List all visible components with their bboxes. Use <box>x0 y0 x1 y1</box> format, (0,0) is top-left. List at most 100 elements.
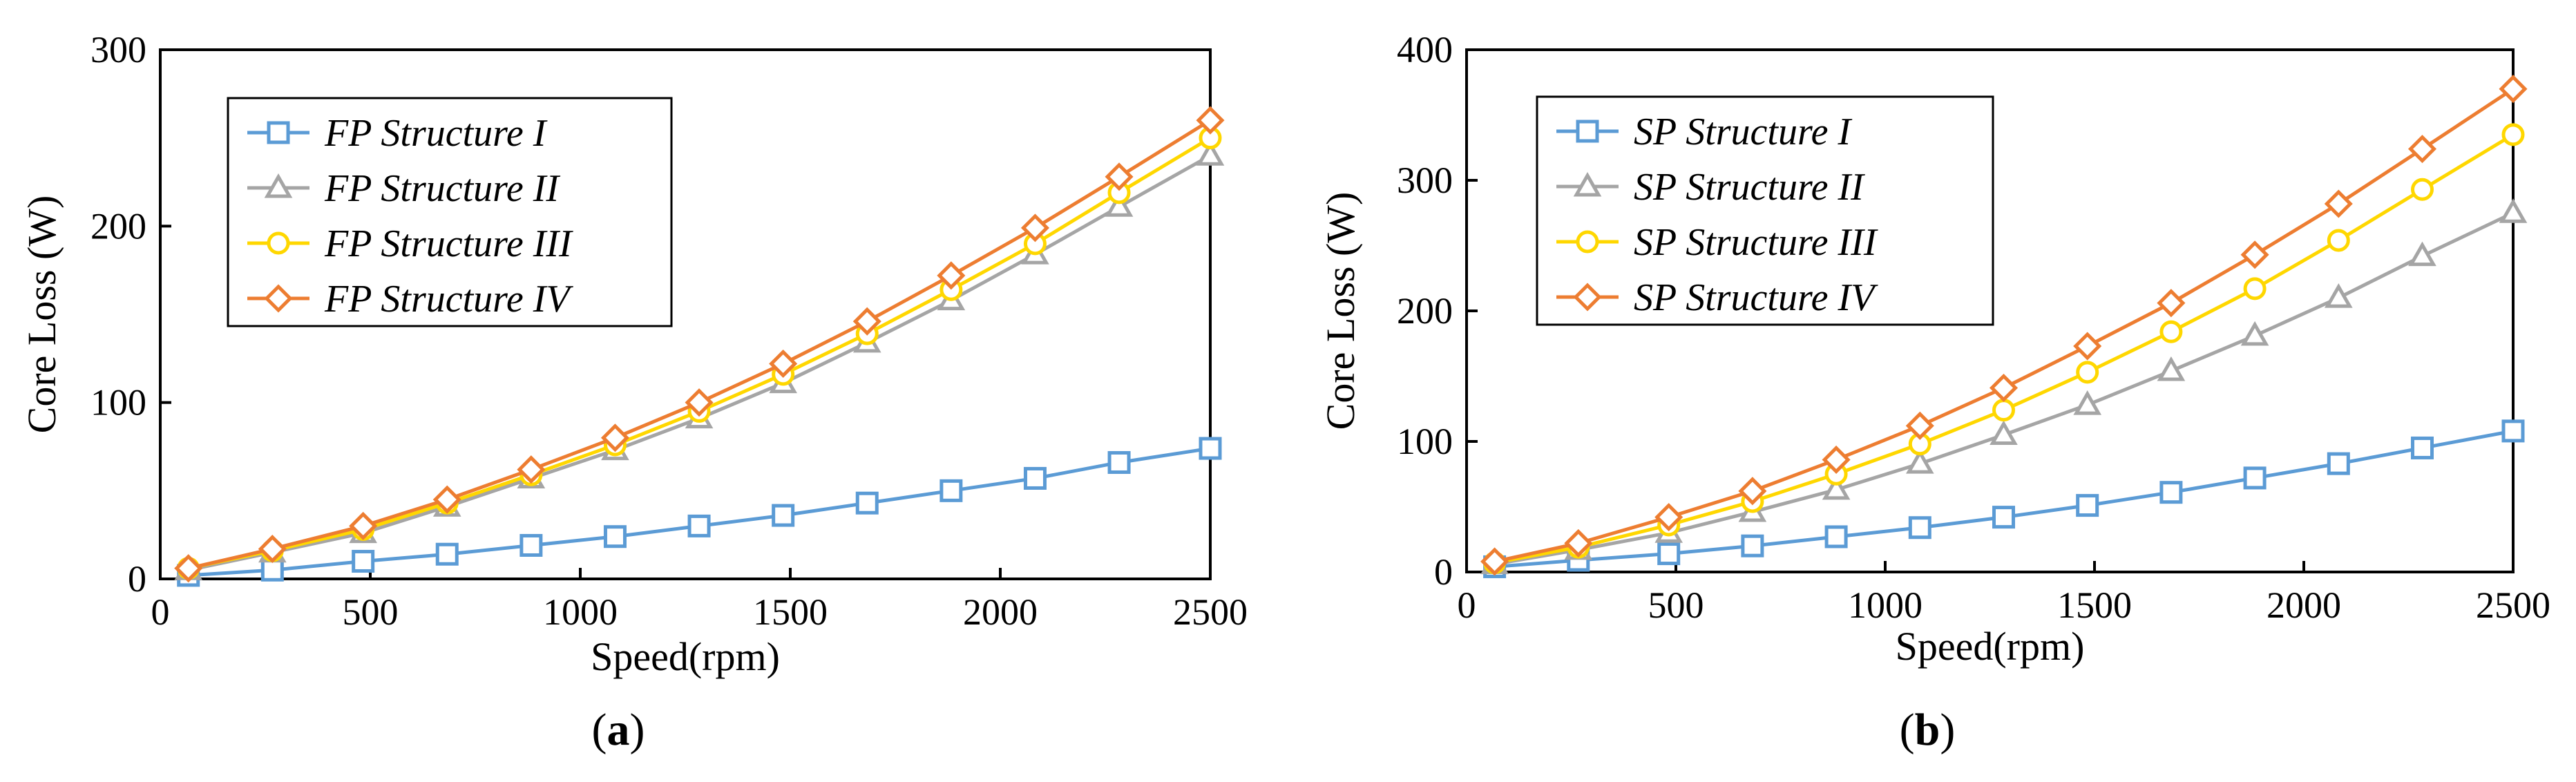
data-point <box>1105 192 1134 217</box>
data-point <box>2327 229 2350 252</box>
data-point <box>687 514 711 537</box>
data-point <box>1196 141 1225 166</box>
legend-swatch-marker <box>1576 120 1599 143</box>
data-point <box>349 511 378 540</box>
legend: FP Structure I FP Structure II FP Structur… <box>227 97 673 327</box>
data-point <box>2073 332 2102 361</box>
series-fp-structure-iv <box>174 106 1225 583</box>
x-tick-label: 500 <box>1648 584 1704 626</box>
legend-box <box>227 97 673 327</box>
data-point <box>772 504 795 527</box>
data-point <box>685 388 714 417</box>
y-tick-label: 300 <box>1397 160 1453 201</box>
panel-label: (b) <box>1900 705 1956 755</box>
data-point <box>769 349 798 379</box>
data-point <box>2324 189 2353 218</box>
chart-panel-b: 0 500 1000 1500 2000 2500 0 100 200 300 400 Speed(r… <box>1318 29 2550 755</box>
legend-entry: SP Structure IV <box>1634 276 1878 319</box>
x-tick-label: 1500 <box>2057 584 2132 626</box>
x-tick-label: 1000 <box>543 591 618 633</box>
data-point <box>2501 123 2525 146</box>
data-point <box>1822 445 1851 474</box>
data-point <box>1905 449 1934 474</box>
data-point <box>1480 547 1509 576</box>
legend-entry: SP Structure II <box>1634 166 1865 209</box>
x-tick-label: 2000 <box>2267 584 2341 626</box>
data-point <box>2327 452 2350 475</box>
legend-swatch-marker <box>267 231 290 255</box>
data-point <box>1020 213 1049 242</box>
data-point <box>1023 466 1047 490</box>
legend-swatch-marker <box>1576 230 1599 254</box>
data-point <box>1564 528 1593 557</box>
data-point <box>258 535 287 564</box>
data-point <box>600 423 629 452</box>
data-point <box>939 479 963 502</box>
panel-label: (a) <box>592 705 645 755</box>
data-point <box>603 525 627 549</box>
data-point <box>2407 135 2437 164</box>
y-tick-label: 0 <box>128 558 146 600</box>
data-point <box>2499 75 2528 104</box>
data-point <box>2240 321 2269 346</box>
legend-entry: FP Structure III <box>324 222 573 265</box>
data-point <box>1905 411 1934 440</box>
data-point <box>2243 277 2267 301</box>
data-point <box>1992 399 2015 422</box>
legend-entry: FP Structure II <box>324 167 560 210</box>
series-line <box>1494 429 2514 569</box>
data-point <box>260 558 284 582</box>
data-point <box>519 533 543 557</box>
data-point <box>2410 178 2434 201</box>
x-tick-label: 2000 <box>963 591 1038 633</box>
data-point <box>2501 419 2525 443</box>
data-point <box>1741 534 1764 557</box>
data-point <box>2499 198 2528 223</box>
legend: SP Structure I SP Structure II SP Structur… <box>1536 95 1994 326</box>
data-point <box>2408 241 2436 267</box>
legend-entry: FP Structure I <box>324 112 548 155</box>
y-tick-label: 200 <box>90 205 146 247</box>
data-point <box>1824 525 1848 549</box>
data-point <box>432 485 461 514</box>
x-tick-label: 0 <box>151 591 170 633</box>
x-axis-label: Speed(rpm) <box>1896 624 2085 669</box>
data-point <box>1990 420 2018 446</box>
data-point <box>855 491 879 515</box>
x-tick-label: 1500 <box>753 591 828 633</box>
legend-entry: SP Structure III <box>1634 221 1878 264</box>
x-tick-label: 0 <box>1458 584 1476 626</box>
x-axis-label: Speed(rpm) <box>591 634 780 679</box>
data-point <box>2076 494 2099 517</box>
legend-swatch-marker <box>267 121 290 144</box>
plot-frame <box>159 48 1212 580</box>
legend-entry: FP Structure IV <box>324 278 573 321</box>
y-tick-label: 100 <box>1397 421 1453 462</box>
y-tick-label: 300 <box>90 29 146 70</box>
data-point <box>1107 450 1131 474</box>
legend-swatch-marker <box>1573 171 1602 197</box>
legend-swatch-marker <box>264 284 293 313</box>
data-point <box>2240 240 2269 269</box>
series-line <box>188 446 1211 578</box>
data-point <box>2157 289 2186 318</box>
legend-entry: SP Structure I <box>1634 111 1853 153</box>
data-point <box>2159 481 2183 504</box>
data-point <box>517 455 546 484</box>
data-point <box>937 261 966 290</box>
x-tick-label: 2500 <box>1173 591 1248 633</box>
legend-swatch-marker <box>264 173 293 198</box>
data-point <box>2076 361 2099 384</box>
data-point <box>435 542 459 566</box>
data-point <box>2073 390 2102 415</box>
x-tick-label: 500 <box>343 591 399 633</box>
legend-swatch-marker <box>1573 283 1602 312</box>
series-fp-structure-i <box>177 437 1222 587</box>
data-point <box>1992 506 2015 529</box>
data-point <box>2324 283 2353 308</box>
data-point <box>1908 516 1931 540</box>
x-tick-label: 2500 <box>2476 584 2550 626</box>
x-tick-label: 1000 <box>1848 584 1923 626</box>
data-point <box>2410 436 2434 459</box>
